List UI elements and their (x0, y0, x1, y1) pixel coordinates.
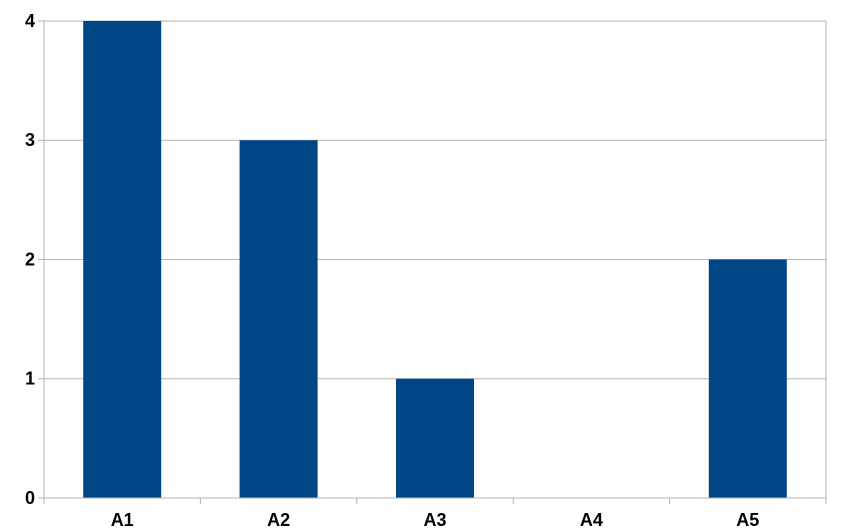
y-tick-label: 0 (25, 488, 35, 508)
bar-a2 (239, 140, 318, 498)
y-tick-label: 4 (25, 11, 35, 31)
bar-a5 (708, 259, 787, 498)
bar-series (83, 21, 787, 498)
x-axis: A1 A2 A3 A4 A5 (43, 497, 827, 530)
x-tick-label: A5 (736, 510, 759, 530)
x-tick-label: A2 (267, 510, 290, 530)
y-axis: 0 1 2 3 4 (25, 11, 45, 508)
x-tick-label: A4 (580, 510, 603, 530)
y-tick-label: 2 (25, 249, 35, 269)
y-tick-label: 3 (25, 130, 35, 150)
x-tick-label: A1 (111, 510, 134, 530)
bar-a1 (83, 21, 162, 498)
bar-a3 (396, 378, 474, 498)
x-tick-label: A3 (423, 510, 446, 530)
y-tick-label: 1 (25, 369, 35, 389)
